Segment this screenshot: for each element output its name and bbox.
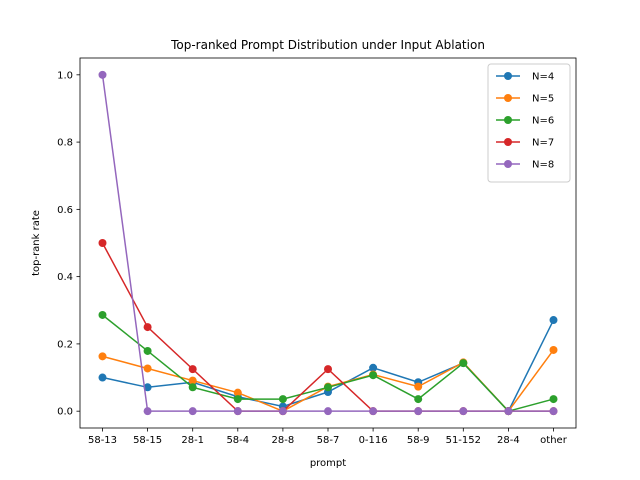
x-tick-label: other xyxy=(540,435,568,446)
legend-entry: N=7 xyxy=(496,138,554,149)
legend-entry: N=5 xyxy=(496,94,554,105)
data-point xyxy=(188,376,197,385)
x-tick-label: 58-7 xyxy=(317,435,340,446)
series-line xyxy=(101,74,554,412)
data-point xyxy=(324,365,332,374)
series-line xyxy=(102,349,555,413)
data-point xyxy=(459,359,468,368)
x-axis-title: prompt xyxy=(310,458,346,469)
x-axis: 58-13 58-15 28-1 58-4 28-8 58-7 0-116 58-9 51-15… xyxy=(88,428,568,446)
x-tick-label: 58-13 xyxy=(88,435,117,446)
x-tick-label: 0-116 xyxy=(359,435,388,446)
legend-label: N=5 xyxy=(532,94,554,105)
legend: N=4 N=5 N=6 N=7 N=8 xyxy=(487,63,571,183)
series-n6 xyxy=(98,310,558,416)
y-tick-label: 1.0 xyxy=(57,70,73,81)
x-tick-label: 51-152 xyxy=(446,435,481,446)
data-point xyxy=(278,395,287,404)
legend-marker xyxy=(504,160,512,168)
y-tick-label: 0.6 xyxy=(57,205,73,216)
data-point xyxy=(143,346,152,355)
legend-label: N=6 xyxy=(532,116,554,127)
legend-entry: N=4 xyxy=(496,72,554,83)
x-tick-label: 28-8 xyxy=(272,435,295,446)
legend-label: N=7 xyxy=(532,138,554,149)
legend-marker xyxy=(504,138,512,146)
data-point xyxy=(143,383,152,392)
data-point xyxy=(324,407,332,416)
data-point xyxy=(414,395,423,404)
data-point xyxy=(143,364,152,373)
data-point xyxy=(504,407,513,416)
data-point xyxy=(459,407,468,416)
data-point xyxy=(233,388,242,397)
data-point xyxy=(324,383,332,392)
x-tick-label: 58-4 xyxy=(226,435,249,446)
data-point xyxy=(549,407,558,416)
legend-frame xyxy=(487,63,571,183)
legend-marker xyxy=(504,72,512,80)
y-tick-label: 0.8 xyxy=(57,138,73,149)
y-tick-label: 0.0 xyxy=(57,407,73,418)
data-point xyxy=(98,352,107,361)
data-point xyxy=(188,365,197,374)
data-point xyxy=(549,345,558,354)
legend-marker xyxy=(504,116,512,124)
data-point xyxy=(98,239,107,247)
legend-label: N=8 xyxy=(532,160,554,171)
data-point xyxy=(549,316,558,325)
y-tick-label: 0.4 xyxy=(57,272,73,283)
data-point xyxy=(369,407,378,416)
x-tick-label: 58-15 xyxy=(133,435,162,446)
series-n5 xyxy=(98,345,558,416)
legend-entry: N=6 xyxy=(496,116,554,127)
data-point xyxy=(188,383,197,392)
data-point xyxy=(143,407,152,416)
data-point xyxy=(98,310,107,319)
legend-marker xyxy=(504,94,512,102)
y-axis-title: top-rank rate xyxy=(31,210,42,276)
data-point xyxy=(143,323,152,332)
legend-label: N=4 xyxy=(532,72,554,83)
y-axis: 0.0 0.2 0.4 0.6 0.8 1.0 xyxy=(57,70,80,418)
data-point xyxy=(233,407,242,416)
data-point xyxy=(414,407,423,416)
chart-title: Top-ranked Prompt Distribution under Inp… xyxy=(170,38,485,52)
data-point xyxy=(188,407,197,416)
data-point xyxy=(369,371,378,380)
y-tick-label: 0.2 xyxy=(57,339,73,350)
series-n8 xyxy=(98,70,558,416)
data-point xyxy=(414,382,423,391)
series-line xyxy=(102,314,554,413)
data-point xyxy=(549,395,558,404)
x-tick-label: 28-1 xyxy=(181,435,204,446)
data-point xyxy=(98,70,107,79)
legend-entry: N=8 xyxy=(496,160,554,171)
data-point xyxy=(98,373,107,382)
data-point xyxy=(369,363,378,372)
series-layer xyxy=(98,70,558,416)
x-tick-label: 28-4 xyxy=(497,435,520,446)
data-point xyxy=(233,395,242,404)
x-tick-label: 58-9 xyxy=(407,435,430,446)
data-point xyxy=(278,407,287,416)
